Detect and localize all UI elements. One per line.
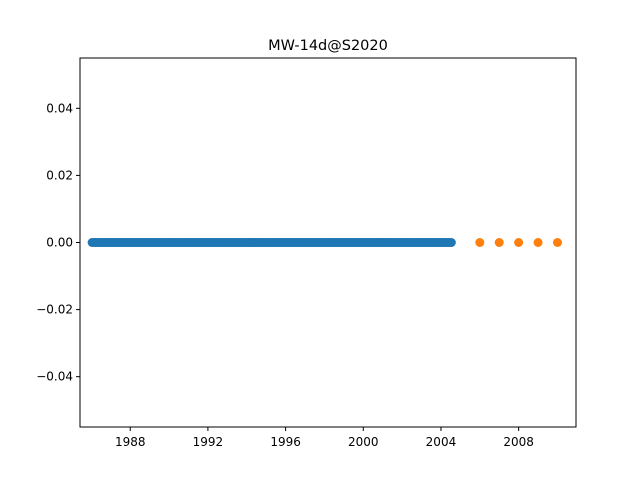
y-tick-label: −0.02: [36, 303, 73, 317]
chart-title: MW-14d@S2020: [268, 38, 388, 54]
series-2-point: [552, 238, 562, 247]
x-tick-label: 1992: [193, 435, 224, 449]
series-2-point: [533, 238, 543, 247]
x-tick-label: 2004: [426, 435, 457, 449]
x-tick-label: 1996: [270, 435, 301, 449]
y-tick-label: 0.00: [46, 236, 73, 250]
x-tick-label: 2000: [348, 435, 379, 449]
series-2-point: [475, 238, 485, 247]
series-2-point: [514, 238, 524, 247]
axes-layer: 1988 1992 1996 2000 2004 2008 0.04 0.02 0.00 −0.0…: [36, 101, 534, 449]
marks-layer: [87, 238, 562, 247]
y-tick-label: 0.02: [46, 168, 73, 182]
series-2-point: [494, 238, 504, 247]
x-tick-label: 1988: [115, 435, 146, 449]
x-tick-label: 2008: [503, 435, 534, 449]
y-tick-label: 0.04: [46, 101, 73, 115]
series-1-point: [446, 238, 456, 247]
y-tick-label: −0.04: [36, 370, 73, 384]
